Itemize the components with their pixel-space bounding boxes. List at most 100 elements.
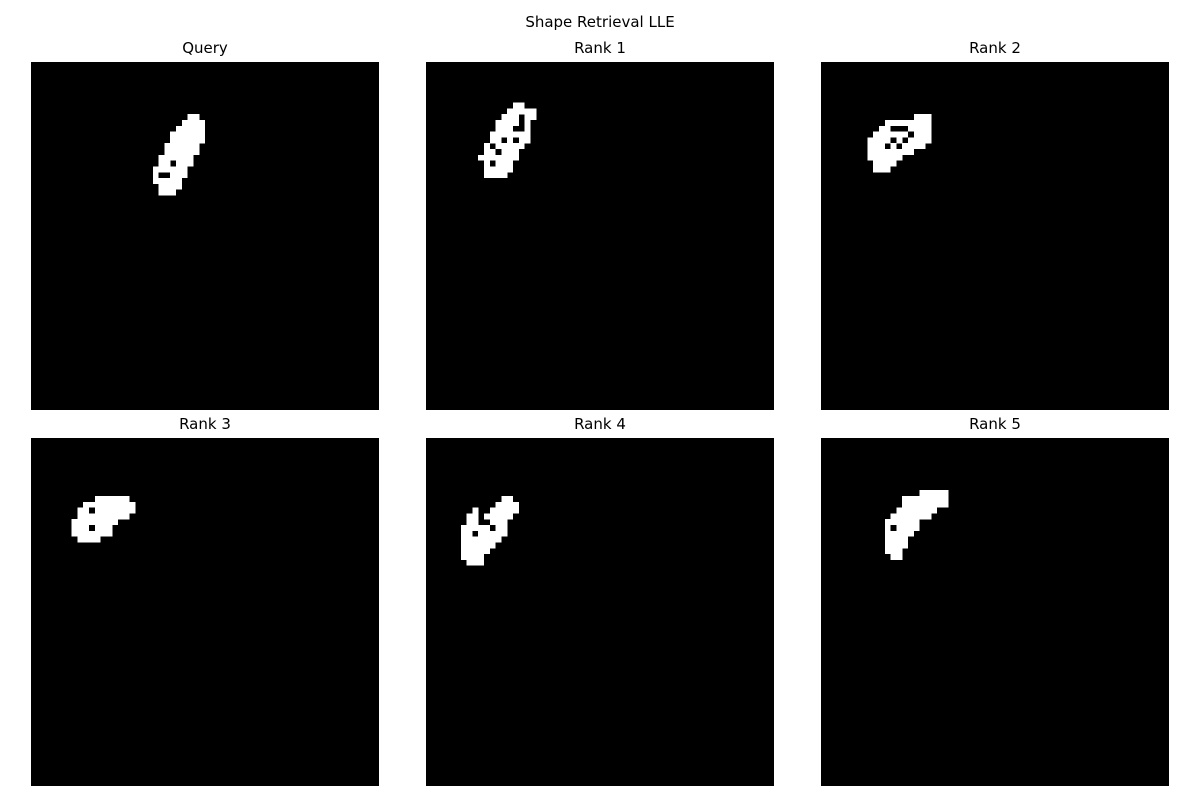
shape-pixel <box>118 507 124 514</box>
shape-pixel <box>164 143 171 150</box>
shape-pixel <box>489 507 496 514</box>
shape-pixel <box>908 507 914 514</box>
shape-pixel <box>879 154 885 161</box>
shape-pixel <box>925 114 932 121</box>
shape-pixel <box>164 166 171 173</box>
shape-pixel <box>472 554 479 560</box>
panel-title-rank-3: Rank 3 <box>179 415 231 433</box>
shape-pixel <box>123 501 130 508</box>
shape-pixel <box>187 143 194 150</box>
shape-pixel <box>495 166 502 173</box>
shape-pixel <box>867 149 874 155</box>
shape-pixel <box>158 183 165 190</box>
shape-pixel <box>501 166 508 173</box>
shape-pixel <box>100 530 107 537</box>
shape-pixel <box>495 172 502 179</box>
shape-pixel <box>501 154 508 161</box>
shape-pixel <box>890 554 897 560</box>
shape-pixel <box>94 530 101 537</box>
shape-pixel <box>937 490 943 497</box>
shape-pixel <box>478 530 485 537</box>
shape-pixel <box>884 160 891 167</box>
shape-pixel <box>890 154 897 161</box>
shape-pixel <box>472 536 479 543</box>
shape-pixel <box>478 536 485 543</box>
panel-image-rank-1 <box>426 62 774 410</box>
shape-pixel <box>170 166 177 173</box>
shape-pixel <box>507 166 514 173</box>
shape-pixel <box>164 189 171 196</box>
shape-pixel <box>187 149 194 155</box>
shape-pixel <box>176 149 182 155</box>
shape-pixel <box>908 530 914 537</box>
shape-pixel <box>106 496 113 502</box>
shape-pixel <box>873 160 880 167</box>
shape-pixel <box>530 108 537 115</box>
shape-pixel <box>507 501 514 508</box>
shape-pixel <box>513 131 519 138</box>
shape-pixel <box>170 178 177 184</box>
shape-pixel <box>530 114 537 121</box>
shape-pixel <box>187 125 194 132</box>
shape-pixel <box>896 154 903 161</box>
shape-pixel <box>193 143 200 150</box>
shape-pixel <box>89 530 95 537</box>
shape-pixel <box>176 166 182 173</box>
shape-pixel <box>472 559 479 566</box>
shape-pixel <box>100 519 107 526</box>
shape-pixel <box>913 143 920 150</box>
shape-pixel <box>71 525 78 531</box>
shape-pixel <box>524 114 531 121</box>
shape-pixel <box>123 513 130 520</box>
shape-pixel <box>181 160 188 167</box>
shape-pixel <box>170 172 177 179</box>
shape-pixel <box>472 519 479 526</box>
shape-pixel <box>507 108 514 115</box>
shape-pixel <box>919 507 926 514</box>
shape-pixel <box>937 496 943 502</box>
shape-pixel <box>908 496 914 502</box>
shape-pixel <box>884 125 891 132</box>
shape-pixel <box>187 114 194 121</box>
shape-pixel <box>118 501 124 508</box>
panel-image-query <box>31 62 379 410</box>
shape-pixel <box>94 507 101 514</box>
shape-pixel <box>170 183 177 190</box>
shape-pixel <box>942 496 949 502</box>
shape-pixel <box>181 149 188 155</box>
shape-pixel <box>896 530 903 537</box>
shape-pixel <box>495 131 502 138</box>
shape-pixel <box>478 554 485 560</box>
shape-pixel <box>123 496 130 502</box>
shape-pixel <box>873 143 880 150</box>
shape-pixel <box>77 513 84 520</box>
shape-pixel <box>489 166 496 173</box>
shape-pixel <box>518 108 525 115</box>
shape-pixel <box>925 120 932 126</box>
shape-pixel <box>193 137 200 144</box>
shape-pixel <box>489 131 496 138</box>
shape-pixel <box>524 120 531 126</box>
shape-pixel <box>83 530 90 537</box>
shape-pixel <box>513 149 519 155</box>
shape-pixel <box>460 536 467 543</box>
shape-pixel <box>937 501 943 508</box>
shape-pixel <box>484 513 490 520</box>
panel-title-rank-1: Rank 1 <box>574 39 626 57</box>
shape-pixel <box>925 490 932 497</box>
shape-pixel <box>518 102 525 109</box>
shape-pixel <box>890 513 897 520</box>
shape-pixel <box>478 548 485 555</box>
shape-pixel <box>913 496 920 502</box>
shape-pixel <box>152 172 159 179</box>
shape-pixel <box>518 143 525 150</box>
shape-pixel <box>913 125 920 132</box>
shape-pixel <box>489 149 496 155</box>
shape-pixel <box>507 513 514 520</box>
shape-pixel <box>472 513 479 520</box>
shape-pixel <box>129 501 136 508</box>
shape-pixel <box>176 125 182 132</box>
shape-pixel <box>507 120 514 126</box>
shape-pixel <box>931 501 938 508</box>
shape-pixel <box>884 131 891 138</box>
